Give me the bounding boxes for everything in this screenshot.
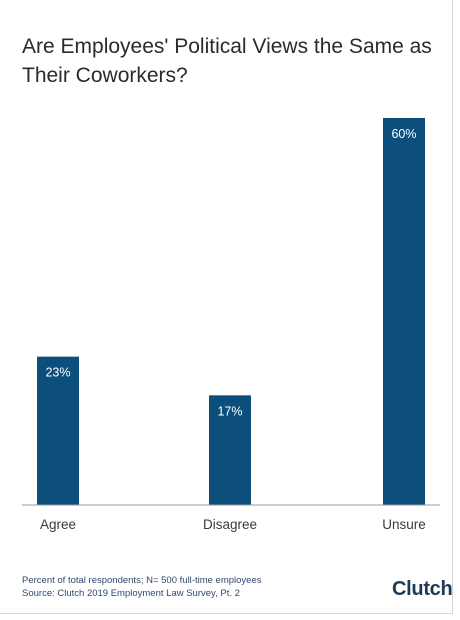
chart-frame <box>0 0 453 614</box>
clutch-logo: Clutch <box>392 578 453 601</box>
bars-group: 23% 17% 60% <box>37 118 425 505</box>
footer-source: Source: Clutch 2019 Employment Law Surve… <box>22 588 240 599</box>
labels-group: Agree Disagree Unsure <box>40 517 426 532</box>
category-label-disagree: Disagree <box>203 517 257 532</box>
bar-disagree <box>209 395 251 505</box>
category-label-unsure: Unsure <box>382 517 426 532</box>
chart-footer: Percent of total respondents; N= 500 ful… <box>22 574 261 600</box>
bar-unsure <box>383 118 425 505</box>
data-label-disagree: 17% <box>217 404 242 418</box>
chart-title: Are Employees' Political Views the Same … <box>22 35 432 87</box>
bar-agree <box>37 356 79 505</box>
footer-note: Percent of total respondents; N= 500 ful… <box>22 575 262 586</box>
logo-text: Clutch <box>392 578 453 600</box>
data-label-unsure: 60% <box>391 127 416 141</box>
data-label-agree: 23% <box>45 366 70 380</box>
category-label-agree: Agree <box>40 517 76 532</box>
